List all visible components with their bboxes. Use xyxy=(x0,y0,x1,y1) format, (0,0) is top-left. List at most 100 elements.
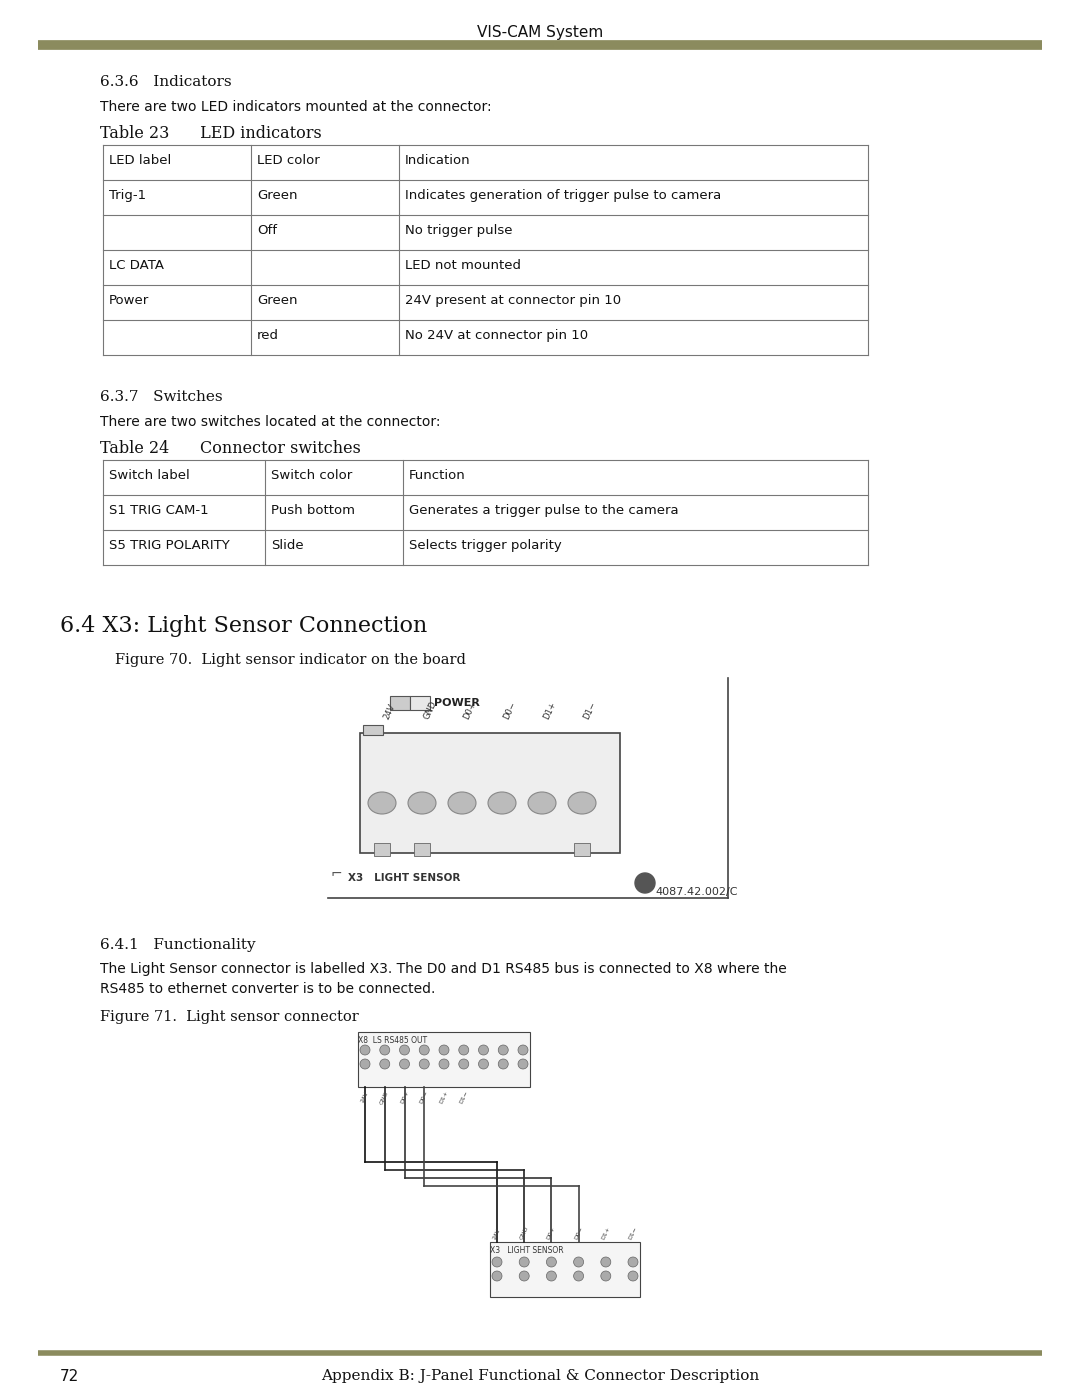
Circle shape xyxy=(627,1257,638,1267)
Text: 24V: 24V xyxy=(492,1227,502,1241)
Text: D1−: D1− xyxy=(459,1090,469,1105)
Text: D1+: D1+ xyxy=(600,1225,611,1241)
Text: Switch color: Switch color xyxy=(271,469,352,482)
Text: S1 TRIG CAM-1: S1 TRIG CAM-1 xyxy=(109,504,208,517)
Text: LED not mounted: LED not mounted xyxy=(405,258,521,272)
Text: D0−: D0− xyxy=(419,1090,430,1105)
Text: Table 23      LED indicators: Table 23 LED indicators xyxy=(100,124,322,142)
Text: Selects trigger polarity: Selects trigger polarity xyxy=(409,539,562,552)
Circle shape xyxy=(518,1045,528,1055)
Circle shape xyxy=(546,1257,556,1267)
Bar xyxy=(410,696,430,710)
Bar xyxy=(357,1032,530,1087)
Text: Indication: Indication xyxy=(405,154,471,168)
Circle shape xyxy=(518,1059,528,1069)
Text: 6.3.6   Indicators: 6.3.6 Indicators xyxy=(100,75,231,89)
Ellipse shape xyxy=(408,792,436,814)
Circle shape xyxy=(380,1045,390,1055)
Text: red: red xyxy=(257,330,279,342)
Ellipse shape xyxy=(488,792,516,814)
Circle shape xyxy=(600,1257,611,1267)
Text: Table 24      Connector switches: Table 24 Connector switches xyxy=(100,440,361,457)
Circle shape xyxy=(360,1059,370,1069)
Text: Power: Power xyxy=(109,293,149,307)
Circle shape xyxy=(519,1271,529,1281)
Circle shape xyxy=(360,1045,370,1055)
Bar xyxy=(363,725,383,735)
Text: POWER: POWER xyxy=(434,698,480,708)
Text: 24V: 24V xyxy=(382,703,397,721)
Text: GND: GND xyxy=(518,1225,529,1241)
Bar xyxy=(390,696,410,710)
Circle shape xyxy=(400,1059,409,1069)
Text: D0−: D0− xyxy=(573,1225,584,1241)
Text: Green: Green xyxy=(257,189,297,203)
Text: Figure 71.  Light sensor connector: Figure 71. Light sensor connector xyxy=(100,1010,359,1024)
Circle shape xyxy=(380,1059,390,1069)
Text: Push bottom: Push bottom xyxy=(271,504,355,517)
Circle shape xyxy=(498,1045,509,1055)
Circle shape xyxy=(573,1271,583,1281)
Bar xyxy=(490,1242,640,1296)
Text: GND: GND xyxy=(422,700,438,721)
Circle shape xyxy=(492,1257,502,1267)
Circle shape xyxy=(438,1045,449,1055)
Circle shape xyxy=(635,873,654,893)
Text: D0−: D0− xyxy=(502,700,518,721)
Bar xyxy=(573,842,590,856)
Text: D1+: D1+ xyxy=(542,700,558,721)
Circle shape xyxy=(400,1045,409,1055)
Bar xyxy=(414,842,430,856)
Circle shape xyxy=(419,1045,429,1055)
Circle shape xyxy=(627,1271,638,1281)
Text: LC DATA: LC DATA xyxy=(109,258,164,272)
Text: Generates a trigger pulse to the camera: Generates a trigger pulse to the camera xyxy=(409,504,678,517)
Text: Function: Function xyxy=(409,469,465,482)
Text: Green: Green xyxy=(257,293,297,307)
FancyBboxPatch shape xyxy=(360,733,620,854)
Text: 24V present at connector pin 10: 24V present at connector pin 10 xyxy=(405,293,621,307)
Text: 72: 72 xyxy=(60,1369,79,1384)
Text: D1−: D1− xyxy=(627,1225,638,1241)
Circle shape xyxy=(573,1257,583,1267)
Bar xyxy=(374,842,390,856)
Circle shape xyxy=(459,1045,469,1055)
Text: Figure 70.  Light sensor indicator on the board: Figure 70. Light sensor indicator on the… xyxy=(114,652,465,666)
Text: 6.4.1   Functionality: 6.4.1 Functionality xyxy=(100,937,256,951)
Text: 4087.42.002/C: 4087.42.002/C xyxy=(654,887,738,897)
Text: Off: Off xyxy=(257,224,276,237)
Text: Slide: Slide xyxy=(271,539,303,552)
Text: ⌐: ⌐ xyxy=(330,866,342,880)
Text: The Light Sensor connector is labelled X3. The D0 and D1 RS485 bus is connected : The Light Sensor connector is labelled X… xyxy=(100,963,786,977)
Text: 6.3.7   Switches: 6.3.7 Switches xyxy=(100,390,222,404)
Ellipse shape xyxy=(528,792,556,814)
Circle shape xyxy=(478,1059,488,1069)
Ellipse shape xyxy=(568,792,596,814)
Text: No trigger pulse: No trigger pulse xyxy=(405,224,513,237)
Text: D0+: D0+ xyxy=(462,700,478,721)
Text: X8  LS RS485 OUT: X8 LS RS485 OUT xyxy=(357,1037,427,1045)
Circle shape xyxy=(419,1059,429,1069)
Circle shape xyxy=(546,1271,556,1281)
Text: Switch label: Switch label xyxy=(109,469,190,482)
Circle shape xyxy=(519,1257,529,1267)
Circle shape xyxy=(478,1045,488,1055)
Circle shape xyxy=(492,1271,502,1281)
Circle shape xyxy=(600,1271,611,1281)
Text: RS485 to ethernet converter is to be connected.: RS485 to ethernet converter is to be con… xyxy=(100,982,435,996)
Text: D0+: D0+ xyxy=(400,1090,409,1105)
Text: VIS-CAM System: VIS-CAM System xyxy=(477,25,603,41)
Circle shape xyxy=(459,1059,469,1069)
Text: GND: GND xyxy=(379,1090,390,1105)
Circle shape xyxy=(498,1059,509,1069)
Text: X3   LIGHT SENSOR: X3 LIGHT SENSOR xyxy=(348,873,460,883)
Text: Appendix B: J-Panel Functional & Connector Description: Appendix B: J-Panel Functional & Connect… xyxy=(321,1369,759,1383)
Text: Trig-1: Trig-1 xyxy=(109,189,146,203)
Circle shape xyxy=(438,1059,449,1069)
Text: S5 TRIG POLARITY: S5 TRIG POLARITY xyxy=(109,539,230,552)
Text: 24V: 24V xyxy=(360,1090,369,1104)
Ellipse shape xyxy=(448,792,476,814)
Text: D0+: D0+ xyxy=(546,1225,556,1241)
Text: No 24V at connector pin 10: No 24V at connector pin 10 xyxy=(405,330,589,342)
Text: D1−: D1− xyxy=(582,700,598,721)
